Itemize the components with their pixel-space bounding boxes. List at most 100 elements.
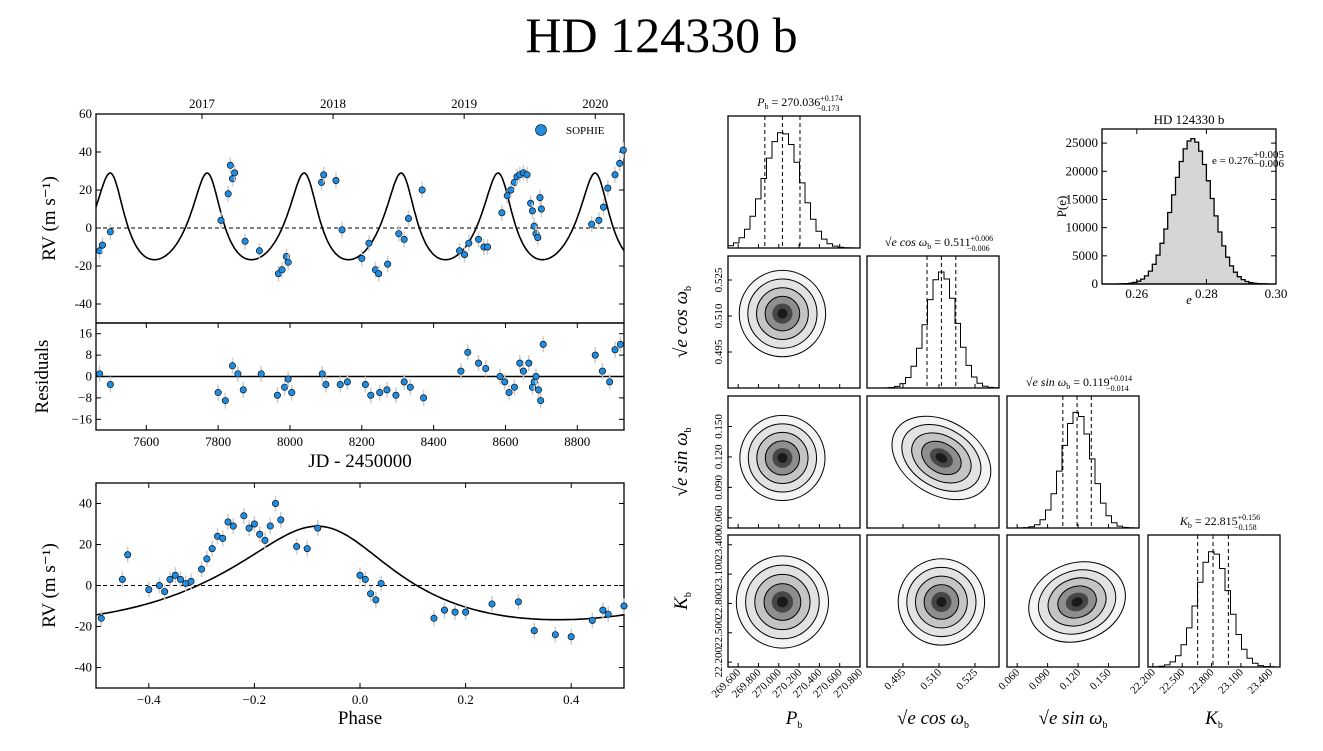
rv-phase-point [219, 534, 227, 542]
corner-y-tick-label: 0.120 [713, 444, 725, 469]
rv-phase-point [176, 575, 184, 583]
rv-time-point [619, 146, 627, 154]
corner-axis-subscript: b [1102, 720, 1107, 731]
residual-point [239, 386, 247, 394]
rv-time-ylabel: RV (m s⁻¹) [39, 176, 60, 261]
corner-x-tick-label: 0.090 [1027, 666, 1053, 692]
corner-contour [1071, 597, 1083, 607]
corner-x-tick-label: 0.495 [882, 666, 908, 692]
rv-time-point [595, 216, 603, 224]
rv-phase-point [161, 588, 169, 596]
rv-time-point [241, 237, 249, 245]
residual-point [537, 397, 545, 405]
rv-phase-point [451, 608, 459, 616]
ecc-y-tick-label: 10000 [1066, 220, 1099, 235]
corner-axis-symbol: √e cos ω [897, 708, 964, 729]
corner-x-tick-label: 22.200 [1128, 666, 1158, 696]
rv-phase-point [118, 575, 126, 583]
corner-title-0: Pb = 270.036+0.174 −0.173 [756, 94, 843, 113]
residual-point [516, 359, 524, 367]
corner-title-subscript: b [1188, 521, 1192, 530]
rv-phase-ylabel: RV (m s⁻¹) [39, 543, 60, 628]
corner-y-tick-label: 0.060 [713, 505, 725, 530]
corner-title-subscript: b [765, 102, 769, 111]
corner-y-tick-label: 22.500 [713, 617, 725, 648]
rv-time-point [604, 184, 612, 192]
residual-point [611, 346, 619, 354]
residual-point [322, 381, 330, 389]
corner-x-tick-label: 0.525 [954, 666, 980, 692]
corner-title-symbol: P [756, 95, 765, 109]
residuals-x-tick-label: 8200 [349, 434, 375, 449]
rv-time-point [611, 171, 619, 179]
rv-phase-point [514, 598, 522, 606]
residual-point [228, 362, 236, 370]
rv-phase-point [277, 516, 285, 524]
corner-y-tick-label: 0.525 [713, 267, 725, 292]
rv-time-point [404, 215, 412, 223]
rv-phase-point [377, 579, 385, 587]
corner-x-tick-label: 23.400 [1245, 666, 1275, 696]
residual-point [273, 391, 281, 399]
rv-time-year-label: 2017 [189, 96, 216, 111]
corner-x-tick-label: 0.150 [1088, 666, 1114, 692]
corner-contour [936, 596, 947, 607]
rv-phase-point [588, 616, 596, 624]
corner-histogram-0 [727, 132, 860, 249]
residual-point [616, 340, 624, 348]
rv-time-point [455, 247, 463, 255]
rv-time-point [338, 226, 346, 234]
corner-histogram-1 [867, 271, 1000, 389]
rv-phase-point [488, 600, 496, 608]
rv-phase-point [187, 577, 195, 585]
rv-time-point [537, 205, 545, 213]
corner-density-3-2 [1028, 561, 1126, 643]
residuals-x-tick-label: 7600 [133, 434, 159, 449]
rv-phase-point [240, 512, 248, 520]
corner-axis-subscript: b [683, 286, 694, 291]
rv-phase-point [261, 536, 269, 544]
rv-phase-point [356, 571, 364, 579]
corner-axis-label-1: √e cos ωb [671, 286, 694, 358]
rv-time-y-tick-label: -20 [75, 258, 92, 273]
corner-density-2-0 [739, 414, 826, 502]
rv-time-point [284, 258, 292, 266]
residuals-x-tick-label: 8400 [421, 434, 447, 449]
corner-title-symbol: √e cos ω [885, 235, 927, 249]
corner-y-tick-label: 0.510 [713, 303, 725, 328]
rv-time-point [588, 220, 596, 228]
rv-phase-x-tick-label: 0.2 [457, 692, 473, 707]
corner-x-tick-label: 23.100 [1216, 666, 1246, 696]
residual-point [318, 370, 326, 378]
rv-phase-y-tick-label: 40 [79, 496, 92, 511]
rv-phase-point [567, 633, 575, 641]
corner-axes-3-3 [1147, 534, 1281, 668]
rv-phase-point [372, 596, 380, 604]
rv-time-point [106, 228, 114, 236]
rv-time-y-tick-label: 20 [79, 182, 92, 197]
rv-time-year-label: 2020 [582, 96, 608, 111]
corner-axes-3-0 [727, 534, 861, 668]
corner-title-subscript: b [1066, 382, 1070, 391]
rv-phase-point [97, 614, 105, 622]
rv-phase-point [367, 590, 375, 598]
rv-phase-point [430, 614, 438, 622]
corner-title-value: = 0.511 [931, 235, 970, 249]
rv-phase-point [224, 518, 232, 526]
ecc-x-tick-label: 0.30 [1265, 286, 1288, 301]
corner-histogram-3 [1147, 551, 1280, 668]
rv-phase-y-tick-label: -40 [75, 660, 92, 675]
residual-point [367, 391, 375, 399]
rv-phase-point [124, 551, 132, 559]
residual-point [288, 389, 296, 397]
residuals-ylabel: Residuals [32, 340, 53, 414]
corner-axis-symbol: K [671, 596, 692, 611]
residual-point [234, 370, 242, 378]
rv-phase-point [293, 543, 301, 551]
rv-phase-xlabel: Phase [338, 708, 382, 729]
corner-density-1-0 [738, 269, 827, 358]
rv-time-point [365, 239, 373, 247]
ecc-y-tick-label: 5000 [1072, 248, 1098, 263]
rv-time-point [395, 230, 403, 238]
